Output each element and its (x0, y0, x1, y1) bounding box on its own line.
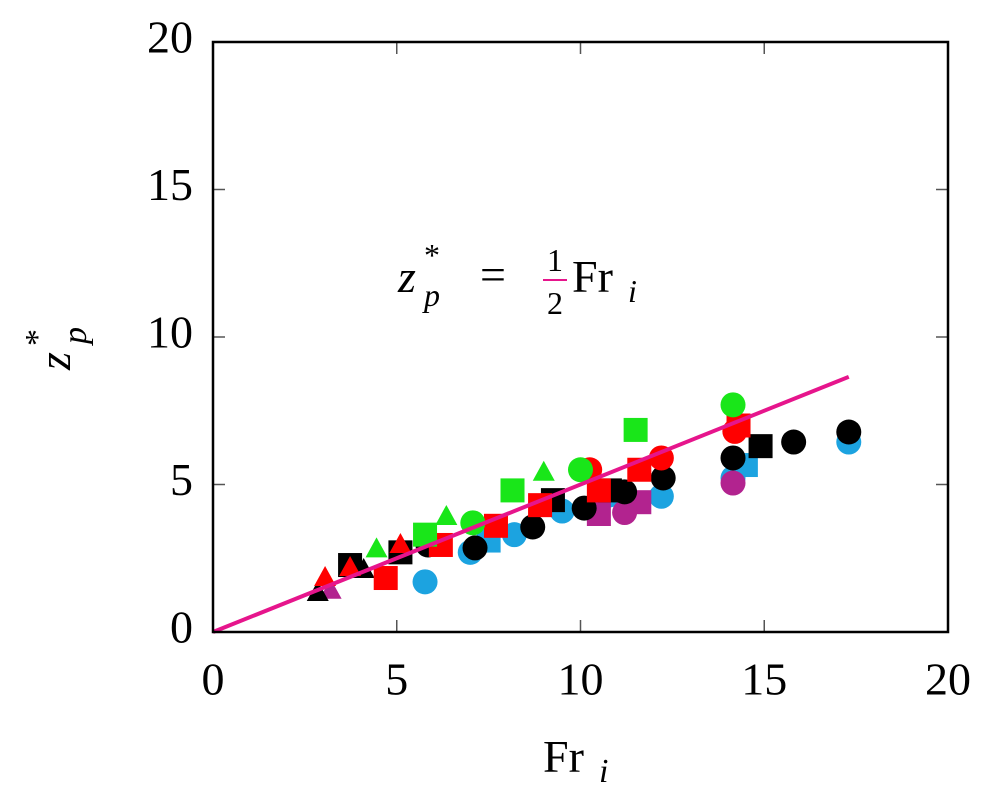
point (648, 483, 674, 509)
point (612, 500, 638, 526)
y-tick-label: 5 (170, 454, 193, 505)
point (720, 470, 746, 496)
y-tick-label: 0 (170, 602, 193, 653)
annotation-text: * (424, 237, 440, 273)
annotation: z * p = 1 2 Fr i (397, 237, 637, 321)
annotation-text: = (480, 249, 506, 300)
point (365, 537, 388, 558)
x-tick-label: 15 (741, 654, 787, 705)
y-tick-label: 10 (147, 307, 193, 358)
point (748, 434, 773, 459)
plot-frame (211, 40, 950, 634)
annotation-text: p (422, 277, 440, 313)
annotation-text: z (397, 251, 416, 302)
y-axis-label-text: * (19, 329, 56, 346)
x-tick-label: 20 (925, 654, 971, 705)
fit-line (212, 374, 850, 634)
y-axis-label: z * p (19, 327, 94, 371)
x-axis-label: Fr (543, 731, 584, 782)
point (568, 457, 593, 483)
annotation-text: Fr (572, 251, 613, 302)
point (339, 555, 362, 576)
y-axis-label-text: p (57, 327, 94, 346)
x-axis-label: i (599, 753, 608, 790)
x-tick-label: 0 (202, 654, 225, 705)
point (500, 478, 525, 503)
point (781, 429, 807, 455)
point (623, 417, 648, 442)
point (720, 392, 746, 418)
annotation-text: 2 (547, 285, 563, 321)
y-axis-label-text: z (29, 352, 80, 371)
y-tick-label: 20 (147, 12, 193, 63)
point (836, 419, 862, 445)
point (462, 535, 488, 561)
point (435, 504, 458, 525)
point (532, 460, 555, 481)
point (412, 569, 438, 595)
point (520, 514, 546, 540)
x-tick-label: 10 (558, 654, 604, 705)
point (720, 445, 746, 471)
annotation-text: 1 (547, 242, 563, 278)
point (389, 532, 412, 553)
point (319, 578, 342, 599)
x-tick-label: 5 (385, 654, 408, 705)
annotation-text: i (628, 273, 637, 309)
point (314, 566, 337, 587)
point (648, 445, 674, 471)
point (373, 566, 398, 591)
y-tick-label: 15 (147, 159, 193, 210)
point (650, 465, 676, 491)
